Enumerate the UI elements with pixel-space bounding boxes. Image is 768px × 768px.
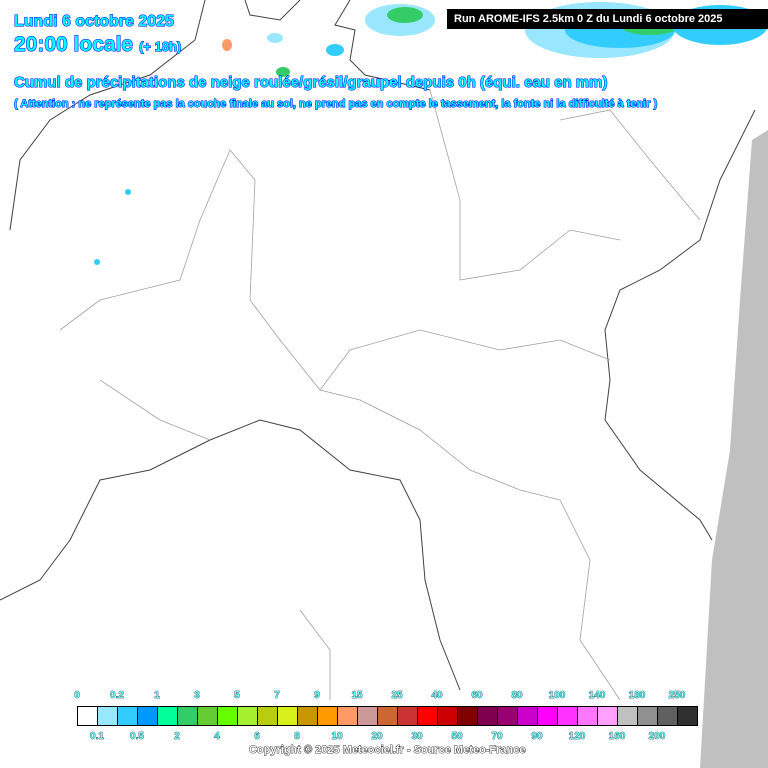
coastlines-and-borders — [0, 0, 756, 691]
legend-label-top: 80 — [511, 690, 523, 702]
legend-label-bottom: 50 — [451, 731, 463, 743]
legend-label-bottom: 20 — [371, 731, 383, 743]
legend-label-top: 140 — [588, 690, 606, 702]
legend-label-bottom: 2 — [174, 731, 180, 743]
legend-swatch — [658, 707, 678, 725]
legend-swatch — [518, 707, 538, 725]
legend-swatch — [138, 707, 158, 725]
legend-label-top: 25 — [391, 690, 403, 702]
legend-swatch — [298, 707, 318, 725]
legend-label-top: 7 — [274, 690, 280, 702]
legend-label-top: 0 — [74, 690, 80, 702]
legend-label-top: 40 — [431, 690, 443, 702]
legend-swatch — [198, 707, 218, 725]
legend-swatch — [678, 707, 697, 725]
legend-label-top: 100 — [548, 690, 566, 702]
map-warning: ( Attention : ne représente pas la couch… — [13, 98, 658, 111]
out-of-domain-area — [700, 130, 768, 768]
legend-label-bottom: 120 — [568, 731, 586, 743]
legend-label-top: 180 — [628, 690, 646, 702]
legend-swatch — [78, 707, 98, 725]
legend-swatch — [178, 707, 198, 725]
forecast-date: Lundi 6 octobre 2025 — [13, 13, 175, 31]
legend-swatch — [538, 707, 558, 725]
legend-label-top: 9 — [314, 690, 320, 702]
color-scale-legend — [77, 706, 698, 726]
lead-time: (+ 18h) — [139, 39, 182, 55]
legend-label-bottom: 6 — [254, 731, 260, 743]
legend-label-bottom: 200 — [648, 731, 666, 743]
legend-swatch — [358, 707, 378, 725]
legend-swatch — [498, 707, 518, 725]
legend-label-bottom: 4 — [214, 731, 220, 743]
legend-swatch — [278, 707, 298, 725]
legend-swatch — [238, 707, 258, 725]
legend-label-top: 0.2 — [110, 690, 125, 702]
legend-label-bottom: 8 — [294, 731, 300, 743]
regional-borders — [59, 89, 701, 701]
legend-swatch — [218, 707, 238, 725]
legend-label-bottom: 70 — [491, 731, 503, 743]
legend-swatch — [98, 707, 118, 725]
model-run-label: Run AROME-IFS 2.5km 0 Z du Lundi 6 octob… — [447, 9, 768, 29]
legend-swatch — [478, 707, 498, 725]
legend-swatch — [438, 707, 458, 725]
precipitation-areas — [94, 2, 768, 265]
legend-swatch — [598, 707, 618, 725]
legend-swatch — [158, 707, 178, 725]
legend-swatch — [378, 707, 398, 725]
legend-swatch — [258, 707, 278, 725]
forecast-time-value: 20:00 locale — [13, 33, 134, 57]
legend-label-top: 1 — [154, 690, 160, 702]
legend-swatch — [318, 707, 338, 725]
legend-label-top: 5 — [234, 690, 240, 702]
legend-label-top: 250 — [668, 690, 686, 702]
legend-label-top: 15 — [351, 690, 363, 702]
legend-label-bottom: 0.5 — [130, 731, 145, 743]
copyright: Copyright © 2025 Meteociel.fr - Source M… — [249, 744, 526, 757]
legend-swatch — [578, 707, 598, 725]
legend-swatch — [458, 707, 478, 725]
legend-swatch — [338, 707, 358, 725]
legend-label-bottom: 0.1 — [90, 731, 105, 743]
legend-label-bottom: 90 — [531, 731, 543, 743]
legend-swatch — [618, 707, 638, 725]
forecast-time: 20:00 locale (+ 18h) — [13, 33, 182, 57]
legend-swatch — [398, 707, 418, 725]
legend-label-top: 60 — [471, 690, 483, 702]
legend-label-bottom: 10 — [331, 731, 343, 743]
legend-swatch — [118, 707, 138, 725]
legend-swatch — [558, 707, 578, 725]
legend-swatch — [638, 707, 658, 725]
legend-label-top: 3 — [194, 690, 200, 702]
legend-label-bottom: 30 — [411, 731, 423, 743]
legend-label-bottom: 160 — [608, 731, 626, 743]
legend-swatch — [418, 707, 438, 725]
map-title: Cumul de précipitations de neige roulée/… — [13, 74, 608, 92]
